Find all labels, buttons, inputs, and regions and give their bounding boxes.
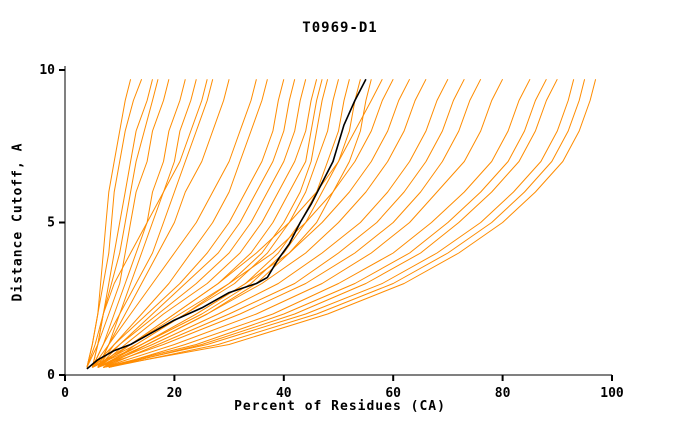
prediction-curve — [103, 78, 547, 368]
prediction-curve — [91, 79, 285, 368]
prediction-curve — [86, 79, 159, 368]
prediction-curve — [97, 79, 230, 368]
prediction-curve — [86, 79, 143, 368]
chart-title: T0969-D1 — [302, 20, 378, 36]
x-axis-label: Percent of Residues (CA) — [234, 399, 446, 414]
prediction-curve — [103, 78, 427, 368]
prediction-curve — [86, 79, 208, 368]
prediction-curve — [97, 79, 296, 368]
prediction-curve — [103, 79, 575, 368]
prediction-curve — [97, 79, 329, 368]
highlight-curve — [86, 78, 367, 370]
prediction-curve — [108, 78, 558, 368]
x-tick-label: 80 — [495, 386, 511, 401]
x-tick-label: 0 — [61, 386, 69, 401]
x-tick-label: 20 — [167, 386, 183, 401]
prediction-curve — [97, 79, 268, 368]
y-tick-label: 10 — [39, 63, 55, 78]
prediction-curve — [97, 78, 449, 368]
prediction-curve — [97, 79, 197, 368]
prediction-curve — [103, 78, 465, 368]
prediction-curve — [91, 79, 257, 368]
prediction-curve — [103, 78, 504, 368]
prediction-curve — [97, 78, 411, 368]
prediction-curve — [91, 79, 214, 368]
prediction-curve — [108, 79, 586, 368]
prediction-curve — [86, 79, 132, 368]
y-tick-label: 0 — [47, 368, 55, 383]
x-tick-label: 100 — [600, 386, 624, 401]
x-tick-label: 60 — [385, 386, 401, 401]
x-tick-label: 40 — [276, 386, 292, 401]
prediction-curve — [103, 78, 394, 368]
prediction-curve — [92, 79, 323, 368]
y-tick-label: 5 — [47, 216, 55, 231]
prediction-curve — [91, 79, 170, 368]
prediction-curve — [91, 79, 307, 368]
prediction-curve — [108, 78, 531, 368]
prediction-curve — [103, 79, 597, 368]
prediction-curve — [97, 78, 383, 368]
prediction-curve — [97, 78, 482, 368]
prediction-curve — [97, 79, 318, 368]
